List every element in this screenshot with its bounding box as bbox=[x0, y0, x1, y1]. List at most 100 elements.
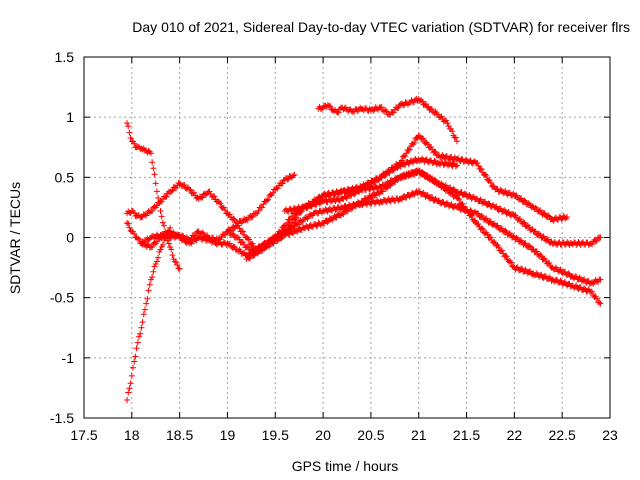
data-point bbox=[169, 252, 176, 259]
data-point bbox=[502, 252, 509, 259]
data-point bbox=[174, 262, 181, 269]
x-tick-label: 21.5 bbox=[453, 427, 480, 443]
data-point bbox=[482, 171, 489, 178]
data-point bbox=[462, 156, 469, 163]
data-point bbox=[255, 207, 262, 214]
data-point bbox=[497, 186, 504, 193]
data-point bbox=[398, 174, 405, 181]
data-point bbox=[291, 171, 298, 178]
data-point bbox=[478, 166, 485, 173]
data-point bbox=[163, 232, 170, 239]
data-point bbox=[597, 276, 604, 283]
y-tick-label: -1 bbox=[62, 350, 75, 366]
data-point bbox=[131, 140, 138, 147]
data-point bbox=[137, 330, 144, 337]
data-point bbox=[151, 171, 158, 178]
data-point bbox=[474, 160, 481, 167]
data-point bbox=[520, 219, 527, 226]
data-point bbox=[597, 300, 604, 307]
data-point bbox=[225, 227, 232, 234]
data-point bbox=[467, 211, 474, 218]
data-point bbox=[428, 105, 435, 112]
series-trace-6 bbox=[281, 132, 570, 224]
data-point bbox=[428, 194, 435, 201]
data-point bbox=[150, 268, 157, 275]
data-point bbox=[455, 203, 462, 210]
data-point bbox=[565, 270, 572, 277]
data-point bbox=[143, 212, 150, 219]
data-point bbox=[127, 380, 134, 387]
data-point bbox=[140, 311, 147, 318]
data-point bbox=[235, 222, 242, 229]
data-point bbox=[379, 188, 386, 195]
data-point bbox=[402, 153, 409, 160]
data-point bbox=[270, 240, 277, 247]
series-trace-7 bbox=[315, 95, 460, 145]
data-point bbox=[456, 196, 463, 203]
data-point bbox=[403, 150, 410, 157]
data-point bbox=[452, 134, 459, 141]
data-point bbox=[153, 258, 160, 265]
data-point bbox=[452, 163, 459, 170]
data-point bbox=[545, 212, 552, 219]
data-point bbox=[424, 103, 431, 110]
x-tick-label: 23 bbox=[602, 427, 618, 443]
data-point bbox=[449, 128, 456, 135]
data-point bbox=[532, 228, 539, 235]
data-point bbox=[153, 188, 160, 195]
data-point bbox=[249, 246, 256, 253]
data-point bbox=[431, 157, 438, 164]
x-tick-label: 18.5 bbox=[166, 427, 193, 443]
data-point bbox=[274, 185, 281, 192]
data-point bbox=[126, 129, 133, 136]
data-point bbox=[126, 224, 133, 231]
data-point bbox=[479, 226, 486, 233]
data-point bbox=[487, 234, 494, 241]
data-point bbox=[157, 246, 164, 253]
data-point bbox=[416, 167, 423, 174]
data-point bbox=[248, 214, 255, 221]
data-point bbox=[359, 198, 366, 205]
data-point bbox=[245, 236, 252, 243]
data-point bbox=[405, 160, 412, 167]
data-point bbox=[546, 259, 553, 266]
data-point bbox=[313, 222, 320, 229]
data-point bbox=[495, 244, 502, 251]
data-point bbox=[152, 180, 159, 187]
data-point bbox=[368, 194, 375, 201]
data-point bbox=[362, 184, 369, 191]
data-point bbox=[159, 219, 166, 226]
data-point bbox=[348, 192, 355, 199]
data-point bbox=[259, 247, 266, 254]
data-point bbox=[411, 139, 418, 146]
data-point bbox=[290, 172, 297, 179]
data-point bbox=[538, 253, 545, 260]
data-point bbox=[244, 217, 251, 224]
data-point bbox=[581, 285, 588, 292]
data-point bbox=[265, 196, 272, 203]
data-point bbox=[134, 339, 141, 346]
data-point bbox=[513, 234, 520, 241]
data-point bbox=[442, 159, 449, 166]
data-point bbox=[157, 208, 164, 215]
data-point bbox=[443, 199, 450, 206]
data-point bbox=[149, 274, 156, 281]
x-tick-label: 21 bbox=[411, 427, 427, 443]
series-trace-falling bbox=[124, 120, 183, 272]
data-point bbox=[124, 396, 131, 403]
data-point bbox=[406, 146, 413, 153]
data-point bbox=[453, 138, 460, 145]
data-point bbox=[424, 141, 431, 148]
data-point bbox=[138, 324, 145, 331]
data-point bbox=[125, 389, 132, 396]
data-point bbox=[432, 148, 439, 155]
data-point bbox=[226, 211, 233, 218]
data-point bbox=[284, 176, 291, 183]
data-point bbox=[275, 237, 282, 244]
data-point bbox=[383, 108, 390, 115]
data-point bbox=[589, 289, 596, 296]
x-tick-label: 22 bbox=[507, 427, 523, 443]
data-point bbox=[533, 248, 540, 255]
data-point bbox=[321, 220, 328, 227]
